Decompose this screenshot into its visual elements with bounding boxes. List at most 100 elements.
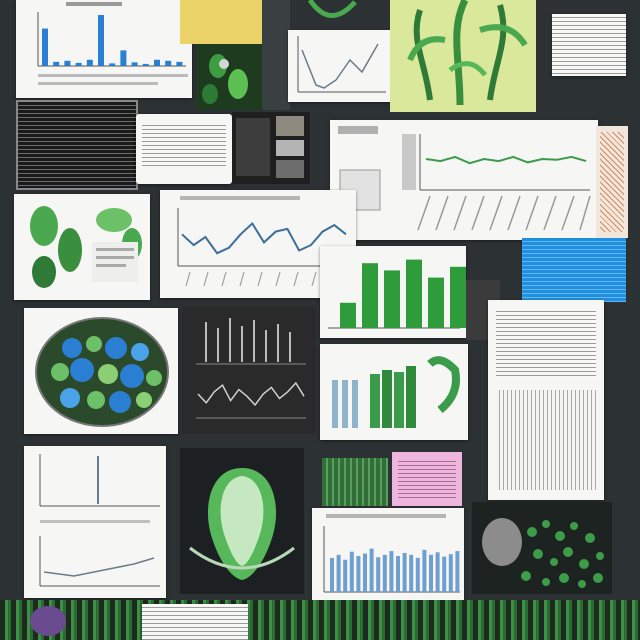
moss-texture bbox=[521, 520, 604, 588]
sketch-note-card bbox=[596, 126, 628, 238]
bar bbox=[376, 557, 381, 592]
chart-title-scribble bbox=[66, 2, 122, 6]
cell-cluster bbox=[51, 336, 162, 413]
bar bbox=[176, 61, 183, 66]
bar-chart-card-top bbox=[16, 0, 192, 98]
bar bbox=[435, 552, 440, 592]
plant-stem bbox=[453, 0, 469, 106]
bar bbox=[154, 59, 160, 66]
bar-chart-card-bottom bbox=[312, 508, 464, 602]
bar bbox=[356, 556, 361, 592]
bar bbox=[369, 548, 374, 592]
green-bar-chart-card bbox=[320, 246, 466, 338]
leaf-shape bbox=[32, 256, 56, 288]
chart-title-scribble bbox=[180, 196, 300, 200]
bar-series bbox=[42, 15, 183, 67]
bar bbox=[389, 551, 394, 592]
green-photo-card bbox=[322, 458, 388, 506]
bar bbox=[131, 62, 138, 66]
bar bbox=[363, 553, 367, 592]
text-document-bottom bbox=[142, 604, 248, 640]
leaf-shape bbox=[96, 208, 132, 232]
bar bbox=[406, 259, 422, 328]
bar bbox=[415, 557, 420, 592]
plant-strip-bottom bbox=[0, 600, 640, 640]
bar bbox=[340, 302, 356, 328]
table-body bbox=[142, 122, 226, 166]
bar-chart-top bbox=[37, 2, 188, 85]
chart-title-scribble bbox=[326, 514, 446, 518]
leaf-photo-small bbox=[196, 44, 262, 110]
chart-card-lower-left bbox=[24, 446, 166, 598]
leaf-shape bbox=[228, 69, 248, 99]
green-bar-chart bbox=[328, 259, 466, 329]
dark-text-panel bbox=[18, 102, 136, 188]
line-series bbox=[301, 43, 379, 89]
dark-chart-card bbox=[182, 306, 316, 434]
leaf-stem bbox=[307, 0, 357, 18]
bar bbox=[109, 63, 116, 66]
bar-series bbox=[332, 366, 416, 428]
leaf-shape bbox=[407, 36, 446, 62]
cell-cluster-card bbox=[24, 308, 178, 434]
bar bbox=[349, 551, 354, 592]
text-scribble bbox=[96, 256, 134, 259]
line-chart-wide bbox=[338, 126, 591, 231]
plant-texture bbox=[0, 600, 640, 640]
table-block bbox=[496, 390, 596, 490]
bar bbox=[362, 263, 378, 328]
text-scribble bbox=[398, 458, 456, 500]
bar bbox=[336, 554, 341, 592]
bar bbox=[53, 61, 60, 66]
bar-series bbox=[340, 259, 466, 328]
leaf-shape bbox=[427, 356, 460, 414]
table-card bbox=[136, 114, 232, 184]
green-leaf-top bbox=[300, 0, 360, 26]
wave-chart-card bbox=[160, 190, 356, 298]
bar-chart-bottom bbox=[323, 514, 460, 593]
bar bbox=[98, 15, 104, 66]
flower-shape bbox=[219, 59, 229, 69]
yellow-sticky-note bbox=[180, 0, 262, 44]
leaf-drawing-card bbox=[14, 194, 150, 300]
blue-water-card bbox=[522, 238, 626, 302]
text-scribble bbox=[96, 264, 126, 267]
bar bbox=[343, 559, 348, 592]
bar bbox=[86, 59, 93, 66]
bar bbox=[442, 556, 447, 592]
x-tick-labels bbox=[417, 195, 591, 231]
bar bbox=[455, 551, 460, 592]
text-scribble bbox=[96, 248, 134, 251]
data-sheet-card bbox=[488, 300, 604, 500]
moss-photo-card bbox=[472, 502, 612, 594]
bar bbox=[428, 277, 444, 328]
skull-highlight bbox=[220, 476, 264, 566]
bar bbox=[120, 50, 127, 66]
photo-thumbnail bbox=[276, 140, 304, 156]
water-texture bbox=[522, 238, 626, 302]
bar bbox=[64, 60, 71, 66]
bar bbox=[165, 60, 172, 66]
bar bbox=[75, 62, 82, 66]
leaf-shape bbox=[202, 84, 218, 104]
caption-scribble bbox=[38, 74, 188, 77]
chart-title-scribble bbox=[338, 126, 378, 134]
bar bbox=[142, 63, 149, 66]
line-series bbox=[425, 155, 587, 165]
rock-shape bbox=[482, 518, 522, 566]
bar bbox=[396, 556, 400, 592]
bar-series bbox=[330, 548, 460, 592]
photo-thumbnail bbox=[276, 160, 304, 178]
line-chart-lower-left bbox=[39, 454, 160, 587]
line-series bbox=[181, 221, 347, 255]
bar bbox=[409, 554, 414, 592]
plant-stem bbox=[413, 9, 433, 101]
green-bar-stats-card bbox=[320, 344, 468, 440]
dark-panel-top bbox=[262, 0, 290, 110]
photo-thumbnail bbox=[276, 116, 304, 136]
axis-scribble bbox=[402, 134, 416, 190]
text-document-top-right bbox=[552, 14, 626, 76]
bar bbox=[448, 554, 453, 592]
leaf-shape bbox=[448, 61, 487, 77]
